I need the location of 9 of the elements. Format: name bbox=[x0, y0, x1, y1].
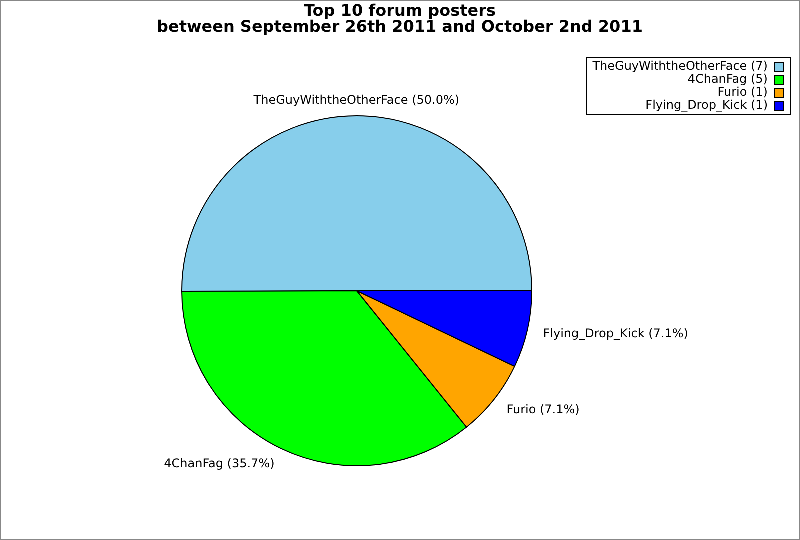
legend-label: Furio (1) bbox=[718, 85, 768, 99]
data-label: Flying_Drop_Kick (7.1%) bbox=[543, 326, 688, 340]
legend-label: 4ChanFag (5) bbox=[688, 72, 768, 86]
data-label: TheGuyWiththeOtherFace (50.0%) bbox=[252, 93, 460, 107]
chart-title: Top 10 forum posters bbox=[304, 1, 496, 20]
legend-label: TheGuyWiththeOtherFace (7) bbox=[592, 59, 768, 73]
data-label: Furio (7.1%) bbox=[506, 402, 580, 417]
data-label: 4ChanFag (35.7%) bbox=[164, 456, 275, 470]
legend-label: Flying_Drop_Kick (1) bbox=[646, 98, 768, 112]
